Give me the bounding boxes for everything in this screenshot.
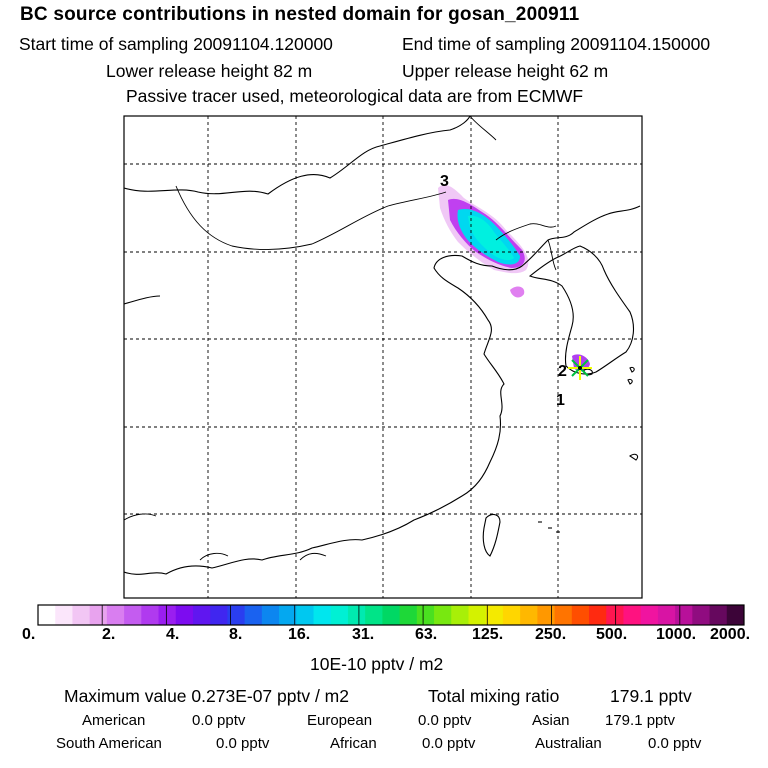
trajectory-label-3: 3 <box>440 173 449 190</box>
colorbar-cell <box>675 605 693 625</box>
colorbar-cell <box>554 605 573 625</box>
colorbar-cell <box>623 605 642 625</box>
start-time: Start time of sampling 20091104.120000 <box>19 34 333 54</box>
colorbar-cell <box>382 605 401 625</box>
colorbar-cell <box>72 605 91 625</box>
region-name-european: European <box>307 712 373 729</box>
colorbar-tick-label: 0. <box>22 626 36 643</box>
source-contribution-plume <box>438 185 590 372</box>
map-frame <box>123 115 643 599</box>
colorbar-cell <box>192 605 211 625</box>
region-name-australian: Australian <box>535 735 602 752</box>
colorbar-tick-label: 8. <box>229 626 243 643</box>
upper-release-height: Upper release height 62 m <box>402 61 609 81</box>
colorbar-cell <box>313 605 332 625</box>
colorbar-cell <box>55 605 73 625</box>
colorbar-tick-label: 63. <box>415 626 438 643</box>
coastlines <box>123 115 641 575</box>
colorbar-tick-label: 2. <box>102 626 116 643</box>
colorbar-tick-label: 125. <box>472 626 504 643</box>
colorbar-cell <box>106 605 125 625</box>
receptor-star-icon <box>568 356 592 380</box>
maximum-value: Maximum value 0.273E-07 pptv / m2 <box>64 686 349 706</box>
colorbar <box>37 604 745 626</box>
colorbar-cell <box>434 605 452 625</box>
colorbar-cell <box>210 605 228 625</box>
colorbar-cell <box>502 605 521 625</box>
colorbar-tick-label: 16. <box>288 626 311 643</box>
colorbar-cell <box>640 605 659 625</box>
plot-title: BC source contributions in nested domain… <box>20 4 580 25</box>
colorbar-cell <box>692 605 711 625</box>
colorbar-cell <box>399 605 418 625</box>
colorbar-tick-label: 2000. <box>710 626 751 643</box>
colorbar-tick-label: 31. <box>352 626 375 643</box>
lower-release-height: Lower release height 82 m <box>106 61 313 81</box>
region-value-african: 0.0 pptv <box>422 735 476 752</box>
trajectory-label-1: 1 <box>556 392 565 409</box>
colorbar-cell <box>38 605 56 625</box>
colorbar-tick-label: 500. <box>596 626 628 643</box>
colorbar-cell <box>468 605 487 625</box>
colorbar-tick-label: 250. <box>535 626 567 643</box>
region-value-south-american: 0.0 pptv <box>216 735 270 752</box>
colorbar-cell <box>589 605 607 625</box>
colorbar-cell <box>261 605 280 625</box>
colorbar-cell <box>330 605 349 625</box>
colorbar-cell <box>141 605 160 625</box>
colorbar-cell <box>124 605 142 625</box>
colorbar-cell <box>657 605 676 625</box>
colorbar-cell <box>726 605 745 625</box>
region-name-asian: Asian <box>532 712 570 729</box>
colorbar-cell <box>606 605 624 625</box>
region-value-asian: 179.1 pptv <box>605 712 676 729</box>
region-value-australian: 0.0 pptv <box>648 735 702 752</box>
region-value-american: 0.0 pptv <box>192 712 246 729</box>
end-time: End time of sampling 20091104.150000 <box>402 34 711 54</box>
colorbar-cell <box>347 605 366 625</box>
colorbar-cell <box>451 605 469 625</box>
colorbar-tick-label: 1000. <box>656 626 697 643</box>
colorbar-cell <box>537 605 556 625</box>
region-name-american: American <box>82 712 146 729</box>
colorbar-cell <box>296 605 315 625</box>
colorbar-cell <box>89 605 108 625</box>
colorbar-cell <box>158 605 177 625</box>
lat-lon-grid <box>124 116 642 598</box>
region-name-african: African <box>330 735 377 752</box>
tracer-note: Passive tracer used, meteorological data… <box>126 86 584 106</box>
colorbar-cell <box>244 605 263 625</box>
total-mixing-ratio-label: Total mixing ratio <box>428 686 560 706</box>
total-mixing-ratio-value: 179.1 pptv <box>610 686 692 706</box>
trajectory-label-2: 2 <box>558 363 567 380</box>
colorbar-cell <box>227 605 246 625</box>
country-borders <box>123 115 557 561</box>
colorbar-cell <box>520 605 538 625</box>
colorbar-cell <box>175 605 194 625</box>
region-name-south-american: South American <box>56 735 162 752</box>
region-value-european: 0.0 pptv <box>418 712 472 729</box>
colorbar-frame <box>37 604 745 626</box>
colorbar-unit: 10E-10 pptv / m2 <box>310 654 444 674</box>
colorbar-cell <box>416 605 435 625</box>
colorbar-cell <box>709 605 728 625</box>
colorbar-cell <box>485 605 504 625</box>
colorbar-cell <box>365 605 383 625</box>
colorbar-tick-label: 4. <box>166 626 180 643</box>
colorbar-cell <box>571 605 590 625</box>
colorbar-cell <box>279 605 297 625</box>
